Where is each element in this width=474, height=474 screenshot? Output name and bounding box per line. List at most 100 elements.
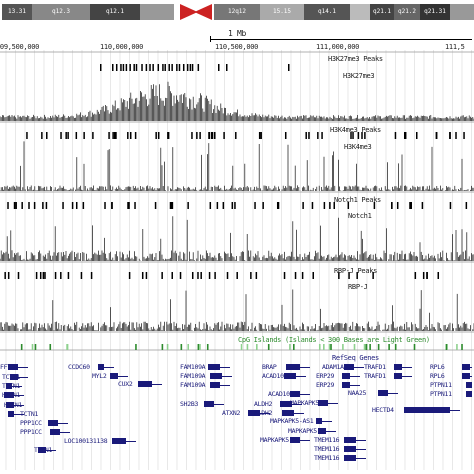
- gene-exon-block[interactable]: [138, 381, 152, 387]
- gene-exon-block[interactable]: [8, 364, 18, 370]
- gene-exon-block[interactable]: [112, 438, 126, 444]
- track-label-rbpj[interactable]: RBP-J: [348, 283, 368, 291]
- track-label-rbpj-peaks[interactable]: RBP-J Peaks: [334, 267, 378, 275]
- gene-label[interactable]: ATXN2: [222, 409, 241, 417]
- gene-label[interactable]: MYL2: [92, 372, 107, 380]
- gene-exon-block[interactable]: [284, 373, 296, 379]
- gene-label[interactable]: PTPN11: [430, 390, 452, 398]
- cpg-island: [180, 344, 183, 350]
- track-label-notch1-peaks[interactable]: Notch1 Peaks: [334, 196, 381, 204]
- gene-label[interactable]: CCDC60: [68, 363, 90, 371]
- gene-label[interactable]: ALDH2: [254, 409, 273, 417]
- gene-label[interactable]: RPL6: [430, 372, 445, 380]
- gene-label[interactable]: NAA25: [348, 389, 367, 397]
- gene-exon-block[interactable]: [204, 401, 214, 407]
- gene-exon-block[interactable]: [10, 374, 18, 380]
- gene-label[interactable]: BRAP: [262, 363, 277, 371]
- gene-label[interactable]: TCTN1: [20, 410, 39, 418]
- gene-label[interactable]: CUX2: [118, 380, 133, 388]
- gene-exon-block[interactable]: [342, 382, 350, 388]
- gene-exon-block[interactable]: [210, 382, 220, 388]
- gene-exon-block[interactable]: [290, 391, 300, 397]
- gene-exon-block[interactable]: [318, 428, 326, 434]
- gene-label[interactable]: LOC100131138: [64, 437, 108, 445]
- gene-exon-block[interactable]: [394, 364, 402, 370]
- gene-label[interactable]: HECTD4: [372, 406, 394, 414]
- gene-exon-block[interactable]: [316, 418, 322, 424]
- gene-exon-block[interactable]: [290, 437, 300, 443]
- gene-exon-block[interactable]: [462, 364, 470, 370]
- gene-label[interactable]: MAPKAPK5: [288, 427, 317, 435]
- gene-label[interactable]: TMEM116: [314, 445, 340, 453]
- gene-exon-block[interactable]: [280, 401, 292, 407]
- gene-exon-block[interactable]: [6, 383, 12, 389]
- gene-exon-block[interactable]: [208, 364, 220, 370]
- gene-label[interactable]: ERP29: [316, 381, 335, 389]
- gene-label[interactable]: ACAD10: [268, 390, 290, 398]
- gene-label[interactable]: MAPKAPK5: [290, 399, 319, 407]
- gene-exon-block[interactable]: [344, 446, 356, 452]
- h3k4me3-peak: [361, 132, 363, 139]
- gene-label[interactable]: TMEM116: [314, 436, 340, 444]
- track-label-notch1[interactable]: Notch1: [348, 212, 372, 220]
- gene-exon-block[interactable]: [344, 455, 356, 461]
- track-label-h3k4me3-peaks[interactable]: H3K4me3 Peaks: [330, 126, 381, 134]
- gene-exon-block[interactable]: [110, 373, 118, 379]
- gene-label[interactable]: FAM109A: [180, 363, 206, 371]
- gene-exon-block[interactable]: [378, 390, 388, 396]
- gene-label[interactable]: FAM109A: [180, 372, 206, 380]
- gene-label[interactable]: TMEM116: [314, 454, 340, 462]
- h3k4me3-peak: [352, 132, 354, 139]
- track-label-h3k27me3[interactable]: H3K27me3: [343, 72, 375, 80]
- gene-exon-block[interactable]: [48, 420, 58, 426]
- gene-exon-block[interactable]: [318, 400, 328, 406]
- gene-label[interactable]: ADAM1A: [322, 363, 344, 371]
- gene-exon-block[interactable]: [6, 402, 14, 408]
- gene-exon-block[interactable]: [462, 373, 470, 379]
- h3k27me3-peak: [168, 64, 170, 71]
- gene-exon-block[interactable]: [282, 410, 294, 416]
- gene-label[interactable]: TRAFD1: [364, 363, 386, 371]
- gene-label[interactable]: PPP1CC: [20, 428, 42, 436]
- gene-exon-block[interactable]: [466, 382, 472, 388]
- gene-label[interactable]: ALDH2: [254, 400, 273, 408]
- gene-exon-block[interactable]: [344, 364, 354, 370]
- ideogram-band: 15.15: [260, 4, 304, 20]
- gene-label[interactable]: PPP1CC: [20, 419, 42, 427]
- notch1-peak: [216, 202, 219, 209]
- gene-label[interactable]: ERP29: [316, 372, 335, 380]
- cpg-island: [328, 344, 331, 350]
- gene-exon-block[interactable]: [286, 364, 300, 370]
- gene-label[interactable]: RPL6: [430, 363, 445, 371]
- track-label-h3k27me3-peaks[interactable]: H3K27me3 Peaks: [328, 55, 383, 63]
- gene-label[interactable]: MAPKAPK5: [260, 436, 289, 444]
- gene-intron-line: [38, 450, 56, 451]
- gene-exon-block[interactable]: [344, 437, 356, 443]
- h3k4me3-peak: [196, 132, 198, 139]
- gene-label[interactable]: FAM109A: [180, 381, 206, 389]
- gene-label[interactable]: TRAFD1: [364, 372, 386, 380]
- gene-exon-block[interactable]: [50, 429, 60, 435]
- notch1-peak: [449, 202, 452, 209]
- gene-exon-block[interactable]: [98, 364, 104, 370]
- gene-exon-block[interactable]: [4, 392, 14, 398]
- track-label-cpg[interactable]: CpG Islands (Islands < 300 Bases are Lig…: [238, 336, 430, 344]
- track-label-h3k4me3[interactable]: H3K4me3: [344, 143, 372, 151]
- gene-exon-block[interactable]: [394, 373, 402, 379]
- gene-exon-block[interactable]: [466, 391, 472, 397]
- track-label-refseq[interactable]: RefSeq Genes: [332, 354, 379, 362]
- gene-exon-block[interactable]: [210, 373, 222, 379]
- gene-label[interactable]: ACAD10: [262, 372, 284, 380]
- rbpj-peak: [426, 272, 428, 279]
- gene-label[interactable]: MAPKAPK5-AS1: [270, 417, 314, 425]
- gene-exon-block[interactable]: [404, 407, 450, 413]
- gene-exon-block[interactable]: [248, 410, 260, 416]
- gene-label[interactable]: SH2B3: [180, 400, 199, 408]
- gene-exon-block[interactable]: [342, 373, 350, 379]
- chromosome-ideogram[interactable]: 13.31 q12.3 q12.1 12q12 15.15 q14.1 q21.…: [0, 4, 474, 20]
- gene-exon-block[interactable]: [8, 411, 14, 417]
- cpg-island: [377, 344, 380, 350]
- gene-label[interactable]: PTPN11: [430, 381, 452, 389]
- gene-exon-block[interactable]: [38, 447, 46, 453]
